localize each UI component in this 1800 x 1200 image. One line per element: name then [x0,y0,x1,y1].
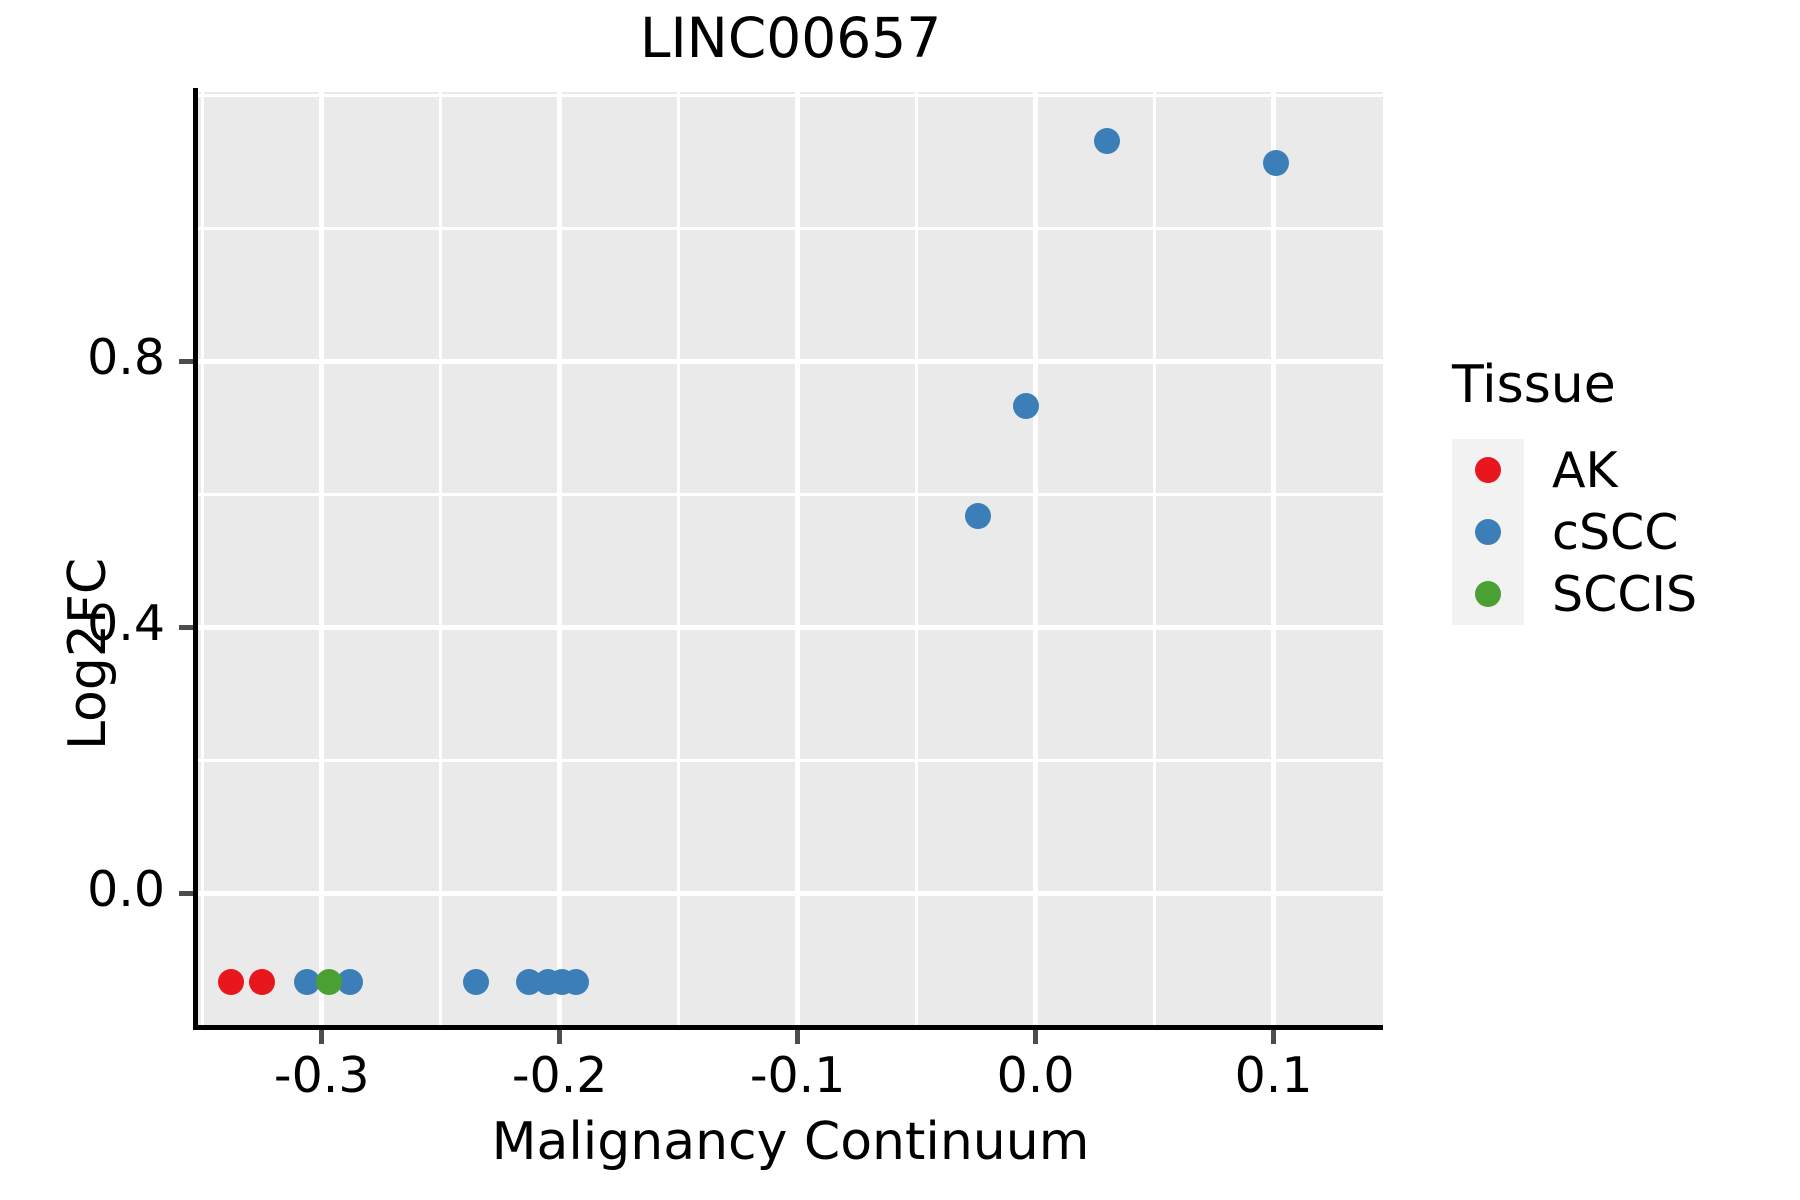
gridline-minor-vertical [439,92,443,1025]
x-axis-tick-label: -0.3 [273,1047,370,1104]
data-point-cscc [563,968,590,995]
gridline-major-vertical [1033,92,1039,1025]
gridline-major-horizontal [198,625,1383,631]
data-point-ak [249,968,276,995]
x-axis-tick [557,1030,563,1044]
gridline-major-vertical [795,92,801,1025]
legend-item-ak[interactable]: AK [1452,439,1772,501]
legend-item-label: SCCIS [1552,565,1698,623]
data-point-cscc [1093,128,1120,155]
data-point-sccis [315,968,342,995]
legend-key-swatch [1452,501,1524,563]
gridline-minor-vertical [915,92,919,1025]
legend-item-sccis[interactable]: SCCIS [1452,563,1772,625]
y-axis-tick [179,625,193,631]
gridline-major-vertical [557,92,563,1025]
y-axis-tick [179,891,193,897]
legend-dot-icon [1475,519,1501,545]
legend-dot-icon [1475,581,1501,607]
y-axis-tick-label: 0.8 [87,328,165,386]
gridline-major-horizontal [198,891,1383,897]
x-axis-tick [1271,1030,1277,1044]
x-axis-tick-label: 0.1 [1234,1047,1313,1104]
page-title: LINC00657 [639,6,942,70]
gridline-minor-vertical [1153,92,1157,1025]
data-point-ak [218,968,245,995]
legend-item-label: cSCC [1552,503,1679,561]
legend: Tissue AK cSCC SCCIS [1452,355,1772,625]
data-point-cscc [965,502,992,529]
x-axis-tick [1033,1030,1039,1044]
y-axis-line [193,88,198,1029]
x-axis-title: Malignancy Continuum [491,1112,1090,1172]
legend-dot-icon [1475,457,1501,483]
gridline-minor-vertical [677,92,681,1025]
legend-item-cscc[interactable]: cSCC [1452,501,1772,563]
gridline-minor-horizontal [198,759,1383,763]
gridline-minor-vertical [201,92,205,1025]
gridline-major-vertical [1271,92,1277,1025]
x-axis-tick [795,1030,801,1044]
x-axis-tick [319,1030,325,1044]
gridline-minor-horizontal [198,493,1383,497]
x-axis-tick-label: 0.0 [996,1047,1075,1104]
gridline-major-vertical [319,92,325,1025]
legend-item-label: AK [1552,441,1618,499]
gridline-major-horizontal [198,359,1383,365]
y-axis-title: Log2FC [58,557,118,750]
y-axis-tick-label: 0.4 [87,594,165,652]
data-point-cscc [1262,150,1289,177]
x-axis-line [193,1025,1383,1030]
y-axis-tick [179,359,193,365]
legend-keys: AK cSCC SCCIS [1452,439,1772,625]
plot-panel [198,92,1383,1025]
x-axis-tick-label: -0.1 [749,1047,846,1104]
legend-key-swatch [1452,439,1524,501]
gridline-minor-horizontal [198,226,1383,230]
legend-key-swatch [1452,563,1524,625]
data-point-cscc [1013,393,1040,420]
legend-title: Tissue [1452,355,1616,415]
gridline-minor-horizontal [198,93,1383,97]
data-point-cscc [463,968,490,995]
y-axis-tick-label: 0.0 [87,860,165,918]
x-axis-tick-label: -0.2 [511,1047,608,1104]
